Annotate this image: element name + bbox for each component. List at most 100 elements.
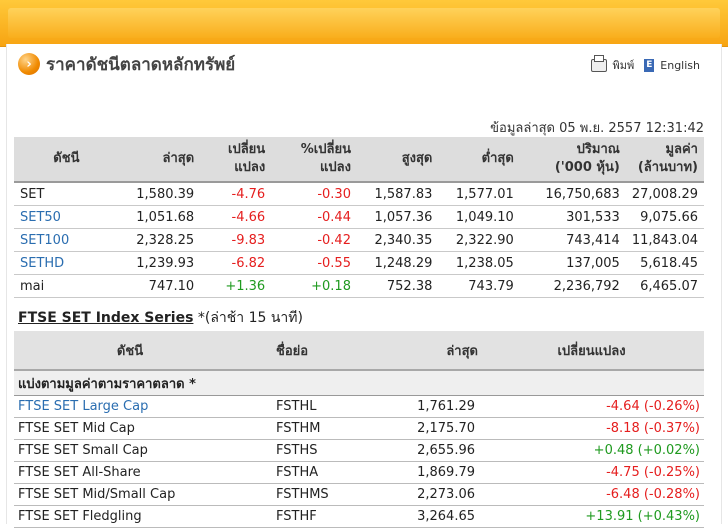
- index-row: SET50 1,051.68 -4.66 -0.44 1,057.36 1,049.10 3…: [14, 205, 704, 229]
- index-value: 27,008.29: [625, 182, 704, 206]
- ftse-last: 3,264.65: [387, 505, 479, 528]
- ftse-change-cell: -6.48 (-0.28%): [479, 483, 704, 506]
- ftse-code: FSTHMS: [246, 483, 387, 506]
- index-pct-change: -0.30: [271, 182, 357, 206]
- page-header: › ราคาดัชนีตลาดหลักทรัพย์: [18, 52, 235, 76]
- index-value: 5,618.45: [625, 251, 704, 275]
- ftse-change: +13.91: [585, 509, 634, 524]
- col-value: มูลค่า (ล้านบาท): [625, 137, 704, 183]
- index-pct-change: -0.42: [271, 228, 357, 252]
- ftse-change: +0.48: [593, 443, 634, 458]
- ftse-pct-change: (-0.25%): [643, 465, 700, 480]
- ftse-table: ดัชนี ชื่อย่อ ล่าสุด เปลี่ยนแปลง แบ่งตาม…: [14, 331, 704, 528]
- ftse-series-link[interactable]: FTSE SET Index Series: [18, 310, 194, 326]
- index-low: 743.79: [438, 274, 520, 298]
- print-label: พิมพ์: [612, 59, 635, 72]
- printer-icon: [590, 54, 607, 72]
- index-volume: 16,750,683: [519, 182, 626, 206]
- ftse-last: 2,273.06: [387, 483, 479, 506]
- english-label: English: [660, 58, 700, 72]
- ftse-col-index: ดัชนี: [14, 331, 246, 371]
- index-change: -4.66: [200, 205, 272, 229]
- index-volume: 301,533: [519, 205, 626, 229]
- page-title: ราคาดัชนีตลาดหลักทรัพย์: [46, 54, 236, 75]
- index-row: SET100 2,328.25 -9.83 -0.42 2,340.35 2,322.90…: [14, 228, 704, 252]
- ftse-delay-note: *(ล่าช้า 15 นาที): [197, 310, 303, 326]
- index-change: -4.76: [200, 182, 272, 206]
- index-high: 1,057.36: [356, 205, 439, 229]
- ftse-change: -6.48: [606, 487, 640, 502]
- col-change: เปลี่ยน แปลง: [200, 137, 272, 183]
- index-last: 1,051.68: [118, 205, 201, 229]
- index-name[interactable]: SET50: [14, 205, 119, 229]
- ftse-pct-change: (+0.43%): [637, 509, 700, 524]
- top-banner-inner: [8, 8, 720, 38]
- ftse-pct-change: (-0.28%): [643, 487, 700, 502]
- index-last: 2,328.25: [118, 228, 201, 252]
- index-low: 2,322.90: [438, 228, 520, 252]
- ftse-index-name: FTSE SET Mid/Small Cap: [14, 483, 246, 506]
- english-button[interactable]: E English: [644, 58, 700, 72]
- ftse-row: FTSE SET Fledgling FSTHF 3,264.65 +13.91 (+…: [14, 505, 704, 528]
- index-table: ดัชนี ล่าสุด เปลี่ยน แปลง %เปลี่ยน แปลง สู…: [14, 137, 704, 298]
- ftse-last: 1,869.79: [387, 461, 479, 484]
- index-volume: 2,236,792: [519, 274, 626, 298]
- ftse-row: FTSE SET Small Cap FSTHS 2,655.96 +0.48 (+0…: [14, 439, 704, 462]
- ftse-change-cell: +0.48 (+0.02%): [479, 439, 704, 462]
- ftse-code: FSTHS: [246, 439, 387, 462]
- ftse-index-name[interactable]: FTSE SET Large Cap: [14, 395, 246, 418]
- index-name: mai: [14, 274, 119, 298]
- ftse-change: -4.75: [606, 465, 640, 480]
- ftse-index-name: FTSE SET Fledgling: [14, 505, 246, 528]
- toolbar: พิมพ์ E English: [581, 54, 700, 74]
- ftse-col-last: ล่าสุด: [387, 331, 479, 371]
- ftse-last: 1,761.29: [387, 395, 479, 418]
- ftse-change-cell: -4.75 (-0.25%): [479, 461, 704, 484]
- col-low: ต่ำสุด: [438, 137, 520, 183]
- ftse-index-name: FTSE SET Small Cap: [14, 439, 246, 462]
- index-pct-change: +0.18: [271, 274, 357, 298]
- ftse-change-cell: -4.64 (-0.26%): [479, 395, 704, 418]
- index-low: 1,238.05: [438, 251, 520, 275]
- col-pct-change: %เปลี่ยน แปลง: [271, 137, 357, 183]
- ftse-change: -8.18: [606, 421, 640, 436]
- ftse-col-code: ชื่อย่อ: [246, 331, 387, 371]
- index-value: 6,465.07: [625, 274, 704, 298]
- index-value: 11,843.04: [625, 228, 704, 252]
- index-pct-change: -0.44: [271, 205, 357, 229]
- ftse-last: 2,175.70: [387, 417, 479, 440]
- index-table-header: ดัชนี ล่าสุด เปลี่ยน แปลง %เปลี่ยน แปลง สู…: [14, 137, 704, 183]
- ftse-group-row: แบ่งตามมูลค่าตามราคาตลาด *: [14, 370, 704, 396]
- index-name[interactable]: SETHD: [14, 251, 119, 275]
- index-low: 1,049.10: [438, 205, 520, 229]
- last-updated: ข้อมูลล่าสุด 05 พ.ย. 2557 12:31:42: [490, 121, 704, 136]
- index-value: 9,075.66: [625, 205, 704, 229]
- ftse-code: FSTHM: [246, 417, 387, 440]
- index-high: 2,340.35: [356, 228, 439, 252]
- ftse-code: FSTHL: [246, 395, 387, 418]
- ftse-pct-change: (-0.37%): [643, 421, 700, 436]
- col-last: ล่าสุด: [118, 137, 201, 183]
- index-high: 1,248.29: [356, 251, 439, 275]
- ftse-code: FSTHF: [246, 505, 387, 528]
- ftse-change-cell: -8.18 (-0.37%): [479, 417, 704, 440]
- index-change: -9.83: [200, 228, 272, 252]
- top-banner: [0, 0, 728, 47]
- index-row: SETHD 1,239.93 -6.82 -0.55 1,248.29 1,238.05 1…: [14, 251, 704, 275]
- ftse-pct-change: (+0.02%): [637, 443, 700, 458]
- ftse-change: -4.64: [606, 399, 640, 414]
- col-volume: ปริมาณ ('000 หุ้น): [519, 137, 626, 183]
- col-high: สูงสุด: [356, 137, 439, 183]
- ftse-last: 2,655.96: [387, 439, 479, 462]
- index-name[interactable]: SET100: [14, 228, 119, 252]
- ftse-table-header: ดัชนี ชื่อย่อ ล่าสุด เปลี่ยนแปลง: [14, 331, 704, 371]
- index-pct-change: -0.55: [271, 251, 357, 275]
- ftse-row: FTSE SET Mid/Small Cap FSTHMS 2,273.06 -6.4…: [14, 483, 704, 506]
- index-row: SET 1,580.39 -4.76 -0.30 1,587.83 1,577.01 16,…: [14, 182, 704, 206]
- index-last: 1,239.93: [118, 251, 201, 275]
- ftse-col-change: เปลี่ยนแปลง: [479, 331, 704, 371]
- ftse-row: FTSE SET Large Cap FSTHL 1,761.29 -4.64 (-0…: [14, 395, 704, 418]
- arrow-circle-icon: ›: [18, 53, 40, 75]
- col-index: ดัชนี: [14, 137, 119, 183]
- print-button[interactable]: พิมพ์: [590, 54, 635, 74]
